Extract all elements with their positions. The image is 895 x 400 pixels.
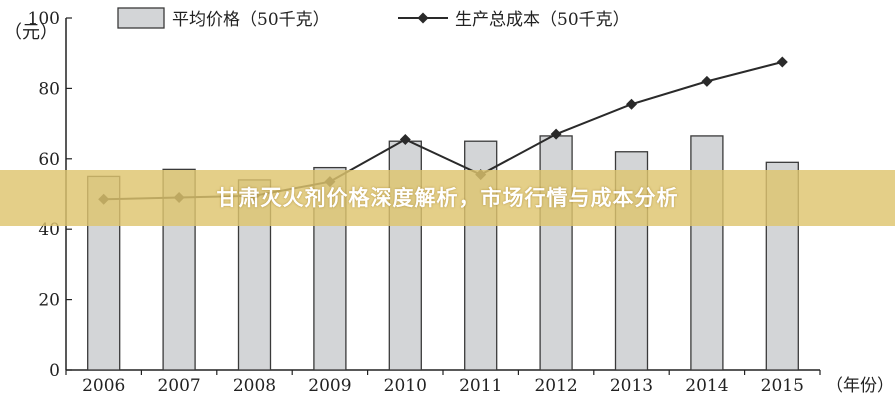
x-tick-label: 2012 <box>534 376 577 396</box>
y-tick-label: 100 <box>28 9 60 29</box>
x-tick-label: 2009 <box>308 376 351 396</box>
y-tick-label: 0 <box>49 361 60 381</box>
x-tick-label: 2011 <box>459 376 502 396</box>
x-tick-label: 2010 <box>384 376 427 396</box>
legend-swatch-marker <box>417 12 429 24</box>
x-tick-label: 2013 <box>610 376 653 396</box>
x-tick-label: 2015 <box>761 376 804 396</box>
banner-title: 甘肃灭火剂价格深度解析，市场行情与成本分析 <box>216 186 679 210</box>
x-tick-label: 2007 <box>157 376 200 396</box>
legend-label-price: 平均价格（50千克） <box>172 10 330 30</box>
legend-label-cost: 生产总成本（50千克） <box>455 10 630 30</box>
cost-point-2010 <box>399 133 411 145</box>
x-tick-label: 2006 <box>82 376 125 396</box>
x-axis-label: （年份） <box>826 376 894 396</box>
cost-point-2015 <box>776 56 788 68</box>
x-tick-label: 2008 <box>233 376 276 396</box>
y-tick-label: 80 <box>38 79 60 99</box>
title-banner <box>0 170 895 226</box>
y-tick-label: 60 <box>38 150 60 170</box>
y-axis-label: （元） <box>4 22 58 43</box>
y-tick-label: 20 <box>38 291 60 311</box>
cost-point-2012 <box>550 128 562 140</box>
x-tick-label: 2014 <box>685 376 728 396</box>
legend-swatch-bar <box>117 7 165 29</box>
cost-point-2014 <box>701 75 713 87</box>
cost-point-2013 <box>626 98 637 110</box>
